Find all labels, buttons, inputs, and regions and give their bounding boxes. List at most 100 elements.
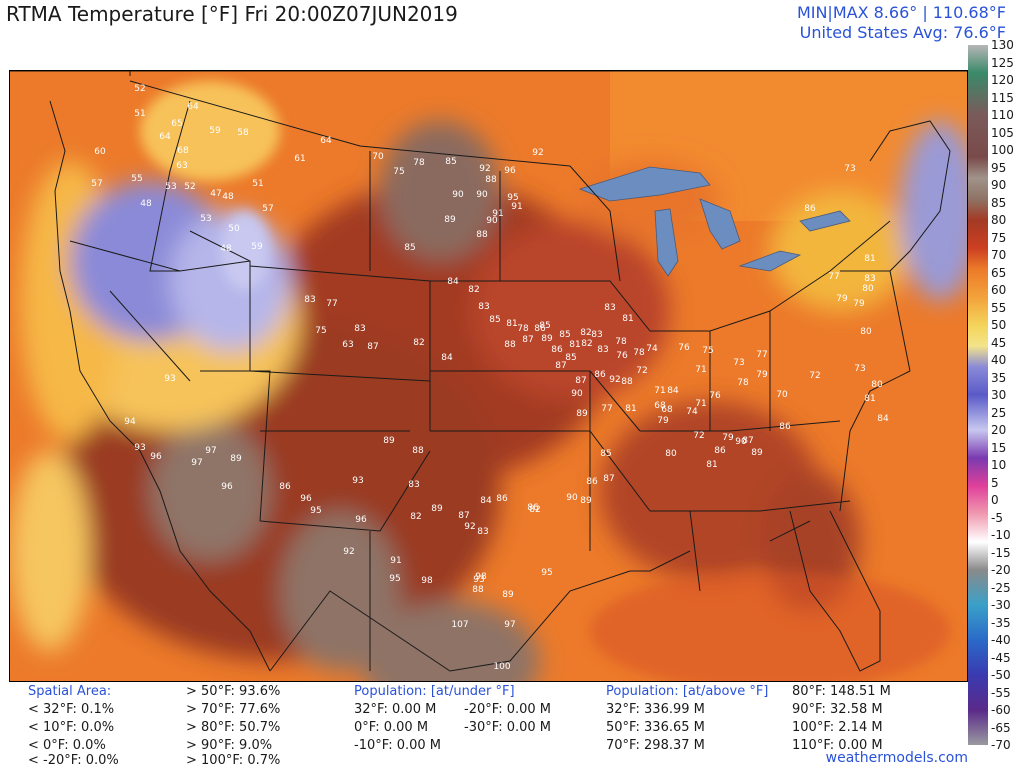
- site-link[interactable]: weathermodels.com: [825, 750, 968, 766]
- station-temperature: 85: [489, 315, 500, 325]
- station-temperature: 76: [616, 351, 628, 361]
- station-temperature: 96: [355, 515, 367, 525]
- scale-tick-label: 80: [991, 213, 1007, 227]
- scale-tick-label: -35: [991, 615, 1011, 630]
- station-temperature: 96: [221, 482, 233, 492]
- spatial-item: > 70°F: 77.6%: [186, 702, 281, 717]
- station-temperature: 89: [444, 215, 456, 225]
- station-temperature: 90: [571, 389, 583, 399]
- station-temperature: 75: [702, 346, 713, 356]
- station-temperature: 59: [209, 126, 221, 136]
- station-temperature: 90: [486, 216, 498, 226]
- pop-under-item: -20°F: 0.00 M: [464, 702, 552, 717]
- scale-tick-label: -5: [991, 510, 1003, 525]
- station-temperature: 70: [372, 152, 384, 162]
- station-temperature: 85: [565, 353, 576, 363]
- station-temperature: 92: [464, 522, 475, 532]
- station-temperature: 73: [854, 364, 865, 374]
- station-temperature: 91: [492, 209, 503, 219]
- station-temperature: 89: [383, 436, 395, 446]
- station-temperature: 83: [591, 330, 602, 340]
- pop-under-item: -10°F: 0.00 M: [354, 738, 442, 753]
- station-temperature: 53: [165, 182, 176, 192]
- page-title: RTMA Temperature [°F] Fri 20:00Z07JUN201…: [6, 2, 458, 26]
- station-temperature: 97: [191, 458, 202, 468]
- station-temperature: 76: [709, 391, 721, 401]
- station-temperature: 68: [177, 146, 189, 156]
- borders: [10, 71, 967, 672]
- station-temperature: 70: [776, 390, 788, 400]
- pop-above-item: 110°F: 0.00 M: [792, 738, 883, 753]
- station-temperature: 68: [661, 405, 673, 415]
- scale-tick-label: 25: [991, 405, 1007, 420]
- station-temperature: 64: [320, 136, 332, 146]
- spatial-item: < 10°F: 0.0%: [28, 720, 115, 735]
- station-temperature: 57: [91, 179, 102, 189]
- station-temperature: 81: [706, 460, 717, 470]
- station-temperature: 78: [633, 348, 645, 358]
- station-temperature: 82: [410, 512, 421, 522]
- station-temperature: 53: [200, 214, 211, 224]
- station-temperature: 88: [412, 446, 424, 456]
- temperature-map[interactable]: 52 51 64 65 64 59 58 60 68 63 57 55 53 52 47 51 48 48 53 50…: [9, 70, 968, 682]
- station-temperature: 96: [504, 166, 516, 176]
- scale-tick-label: -20: [991, 563, 1011, 577]
- station-temperature: 86: [804, 204, 816, 214]
- pop-above-item: 50°F: 336.65 M: [606, 720, 705, 735]
- station-temperature: 83: [864, 274, 875, 284]
- station-temperature: 85: [539, 321, 550, 331]
- scale-tick-label: -40: [991, 633, 1011, 647]
- station-temperature: 81: [864, 254, 875, 264]
- station-temperature: 50: [228, 224, 240, 234]
- station-temperature: 83: [304, 295, 315, 305]
- scale-tick-label: 45: [991, 335, 1007, 350]
- station-temperature: 85: [404, 243, 415, 253]
- pop-above-item: 90°F: 32.58 M: [792, 702, 883, 717]
- station-temperature: 86: [779, 422, 791, 432]
- scale-tick-label: 100: [991, 143, 1014, 157]
- station-temperature: 79: [853, 299, 865, 309]
- station-temperature: 92: [609, 375, 620, 385]
- scale-tick-label: 85: [991, 195, 1007, 210]
- scale-tick-label: 70: [991, 248, 1007, 262]
- station-temperature: 71: [654, 386, 665, 396]
- station-temperature: 81: [506, 319, 517, 329]
- scale-tick-label: 60: [991, 283, 1007, 297]
- station-temperature: 86: [594, 370, 606, 380]
- pop-above-heading: Population: [at/above °F]: [606, 684, 769, 699]
- pop-under-item: 32°F: 0.00 M: [354, 702, 437, 717]
- station-temperature: 87: [367, 342, 378, 352]
- scale-tick-label: 105: [991, 125, 1014, 140]
- spatial-item: > 90°F: 9.0%: [186, 738, 273, 753]
- station-temperature: 81: [622, 314, 633, 324]
- station-temperature: 48: [222, 192, 234, 202]
- station-temperature: 88: [621, 377, 633, 387]
- station-temperature: 83: [408, 480, 419, 490]
- station-temperature: 89: [431, 504, 443, 514]
- station-temperature: 63: [176, 161, 187, 171]
- station-temperature: 84: [877, 414, 889, 424]
- station-temperature: 65: [171, 119, 182, 129]
- station-temperature: 92: [479, 164, 490, 174]
- station-temperature: 86: [586, 477, 598, 487]
- station-temperature: 52: [134, 84, 145, 94]
- station-temperature: 90: [566, 493, 578, 503]
- scale-tick-label: 55: [991, 300, 1007, 315]
- spatial-item: < -20°F: 0.0%: [28, 753, 119, 768]
- scale-tick-label: -45: [991, 650, 1011, 665]
- station-temperature: 74: [646, 344, 658, 354]
- scale-tick-label: -30: [991, 598, 1011, 612]
- scale-tick-label: -65: [991, 720, 1011, 735]
- station-temperature: 93: [134, 443, 145, 453]
- station-temperature: 57: [262, 204, 273, 214]
- station-temperature: 79: [756, 370, 768, 380]
- station-temperature: 89: [502, 590, 514, 600]
- station-temperature: 87: [522, 335, 533, 345]
- scale-tick-label: 10: [991, 458, 1007, 472]
- station-temperature: 88: [485, 175, 497, 185]
- station-temperature: 89: [230, 454, 242, 464]
- station-temperature: 64: [159, 132, 171, 142]
- station-temperature: 61: [294, 154, 305, 164]
- pop-under-item: -30°F: 0.00 M: [464, 720, 552, 735]
